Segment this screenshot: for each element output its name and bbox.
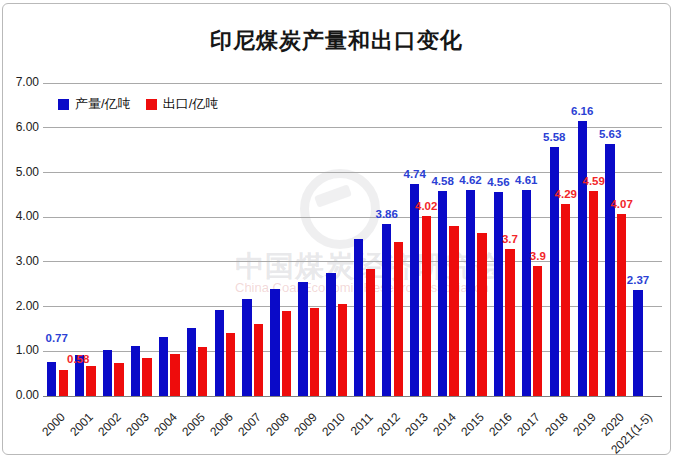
production-bar xyxy=(522,190,531,396)
export-bar xyxy=(310,308,319,397)
production-bar xyxy=(187,328,196,396)
chart-title: 印尼煤炭产量和出口变化 xyxy=(3,26,670,56)
production-bar xyxy=(494,192,503,396)
export-value-label: 3.7 xyxy=(488,233,532,245)
production-value-label: 6.16 xyxy=(560,105,604,117)
export-bar xyxy=(477,233,486,396)
export-bar xyxy=(226,333,235,397)
production-bar xyxy=(270,289,279,396)
screenshot-root: { "title": "印尼煤炭产量和出口变化", "legend": [ { … xyxy=(0,0,673,463)
production-bar xyxy=(466,190,475,397)
export-bar xyxy=(505,249,514,397)
gridline xyxy=(43,127,662,128)
legend-swatch-icon xyxy=(58,99,69,110)
export-bar xyxy=(617,214,626,396)
export-value-label: 4.29 xyxy=(544,188,588,200)
production-bar xyxy=(438,191,447,396)
legend-swatch-icon xyxy=(146,99,157,110)
export-bar xyxy=(561,204,570,396)
y-axis-tick-label: 7.00 xyxy=(7,75,39,89)
export-bar xyxy=(338,304,347,397)
export-value-label: 4.59 xyxy=(572,175,616,187)
production-bar xyxy=(131,346,140,397)
production-value-label: 5.58 xyxy=(532,131,576,143)
export-bar xyxy=(86,366,95,396)
export-value-label: 4.02 xyxy=(404,200,448,212)
y-axis-tick-label: 3.00 xyxy=(7,254,39,268)
y-axis-tick-label: 1.00 xyxy=(7,343,39,357)
y-axis-tick-label: 0.00 xyxy=(7,388,39,402)
production-bar xyxy=(382,224,391,397)
plot-area: 中国煤炭经济研究会 China Coal Economic Research A… xyxy=(3,4,670,454)
production-value-label: 5.63 xyxy=(588,128,632,140)
production-bar xyxy=(159,337,168,396)
y-axis-tick-label: 5.00 xyxy=(7,165,39,179)
export-bar xyxy=(170,354,179,396)
export-value-label: 4.07 xyxy=(600,198,644,210)
production-value-label: 0.77 xyxy=(35,332,79,344)
export-bar xyxy=(114,363,123,396)
x-axis-line xyxy=(43,396,662,397)
export-bar xyxy=(589,191,598,396)
legend-item: 出口/亿吨 xyxy=(146,95,219,113)
production-bar xyxy=(326,273,335,396)
chart-legend: 产量/亿吨 出口/亿吨 xyxy=(58,95,218,113)
export-bar xyxy=(142,358,151,396)
legend-label: 出口/亿吨 xyxy=(163,95,219,113)
export-bar xyxy=(59,370,68,396)
export-bar xyxy=(394,242,403,396)
production-bar xyxy=(215,310,224,396)
production-bar xyxy=(47,362,56,396)
production-bar xyxy=(298,282,307,396)
export-value-label: 0.58 xyxy=(56,353,100,365)
export-bar xyxy=(449,226,458,396)
production-bar xyxy=(103,350,112,396)
y-axis-tick-label: 6.00 xyxy=(7,120,39,134)
y-axis-tick-label: 2.00 xyxy=(7,299,39,313)
legend-item: 产量/亿吨 xyxy=(58,95,131,113)
production-bar xyxy=(550,147,559,396)
production-bar xyxy=(410,184,419,396)
chart-card: 中国煤炭经济研究会 China Coal Economic Research A… xyxy=(2,3,671,455)
legend-label: 产量/亿吨 xyxy=(75,95,131,113)
export-bar xyxy=(533,266,542,396)
production-bar xyxy=(354,239,363,396)
production-bar xyxy=(633,290,642,396)
export-bar xyxy=(254,324,263,396)
gridline xyxy=(43,83,662,84)
export-value-label: 3.9 xyxy=(516,250,560,262)
production-bar xyxy=(242,299,251,396)
production-value-label: 3.86 xyxy=(365,208,409,220)
gridline xyxy=(43,172,662,173)
export-bar xyxy=(198,347,207,396)
export-bar xyxy=(366,269,375,396)
y-axis-tick-label: 4.00 xyxy=(7,209,39,223)
export-bar xyxy=(422,216,431,396)
export-bar xyxy=(282,311,291,396)
production-value-label: 4.61 xyxy=(504,174,548,186)
production-bar xyxy=(578,121,587,396)
